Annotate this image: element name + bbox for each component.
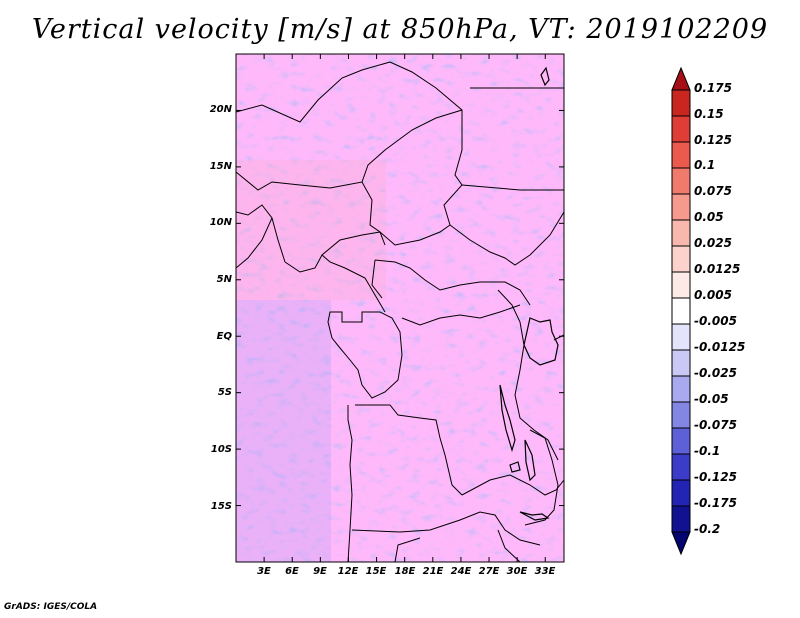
colorbar-swatch xyxy=(671,349,691,377)
colorbar-swatch xyxy=(671,219,691,247)
lat-label-5S: 5S xyxy=(217,387,232,398)
lon-label-27E: 27E xyxy=(478,566,500,577)
colorbar-label: 0.175 xyxy=(694,81,732,95)
axis-ticks xyxy=(236,54,564,562)
colorbar-swatch xyxy=(671,167,691,195)
country-borders xyxy=(236,61,564,562)
colorbar-label: -0.05 xyxy=(694,392,729,406)
colorbar-label: 0.15 xyxy=(694,107,724,121)
colorbar-label: -0.005 xyxy=(694,314,737,328)
lat-label-10N: 10N xyxy=(209,217,232,228)
colorbar-swatch xyxy=(671,323,691,351)
colorbar-label: 0.05 xyxy=(694,210,724,224)
colorbar-label: 0.125 xyxy=(694,133,732,147)
colorbar-label: -0.175 xyxy=(694,496,737,510)
colorbar-label: -0.1 xyxy=(694,444,721,458)
colorbar-label: 0.005 xyxy=(694,288,732,302)
colorbar-bottom-triangle xyxy=(671,531,691,556)
grads-credit: GrADS: IGES/COLA xyxy=(4,602,98,612)
lat-label-15S: 15S xyxy=(210,501,232,512)
lon-label-9E: 9E xyxy=(313,566,327,577)
lon-label-6E: 6E xyxy=(285,566,299,577)
colorbar-swatch xyxy=(671,297,691,325)
vertical-velocity-field xyxy=(236,54,564,562)
lat-label-EQ: EQ xyxy=(216,331,232,342)
lat-label-20N: 20N xyxy=(209,104,232,115)
lakes xyxy=(499,66,559,521)
colorbar-top-triangle xyxy=(671,66,691,91)
colorbar-swatch xyxy=(671,479,691,507)
colorbar-label: -0.075 xyxy=(694,418,737,432)
colorbar xyxy=(671,66,691,556)
colorbar-swatch xyxy=(671,375,691,403)
colorbar-swatch xyxy=(671,271,691,299)
colorbar-swatch xyxy=(671,115,691,143)
lon-label-15E: 15E xyxy=(365,566,387,577)
colorbar-label: 0.025 xyxy=(694,236,732,250)
colorbar-swatch xyxy=(671,401,691,429)
lat-label-5N: 5N xyxy=(216,274,232,285)
colorbar-swatch xyxy=(671,245,691,273)
lon-label-24E: 24E xyxy=(450,566,472,577)
colorbar-label: 0.1 xyxy=(694,158,716,172)
colorbar-label: -0.125 xyxy=(694,470,737,484)
lat-label-15N: 15N xyxy=(209,161,232,172)
colorbar-swatch xyxy=(671,453,691,481)
lon-label-21E: 21E xyxy=(422,566,444,577)
colorbar-label: -0.025 xyxy=(694,366,737,380)
colorbar-swatch xyxy=(671,193,691,221)
colorbar-swatch xyxy=(671,141,691,169)
lon-label-3E: 3E xyxy=(257,566,271,577)
colorbar-label: 0.075 xyxy=(694,184,732,198)
lon-label-30E: 30E xyxy=(506,566,528,577)
lon-label-18E: 18E xyxy=(394,566,416,577)
colorbar-swatch xyxy=(671,505,691,533)
lat-label-10S: 10S xyxy=(210,444,232,455)
map-frame xyxy=(235,53,565,563)
colorbar-swatch xyxy=(671,427,691,455)
colorbar-label: -0.0125 xyxy=(694,340,746,354)
lon-label-33E: 33E xyxy=(534,566,556,577)
colorbar-label: -0.2 xyxy=(694,522,721,536)
map-title: Vertical velocity [m/s] at 850hPa, VT: 2… xyxy=(31,14,769,45)
colorbar-swatch xyxy=(671,89,691,117)
lon-label-12E: 12E xyxy=(337,566,359,577)
colorbar-label: 0.0125 xyxy=(694,262,741,276)
